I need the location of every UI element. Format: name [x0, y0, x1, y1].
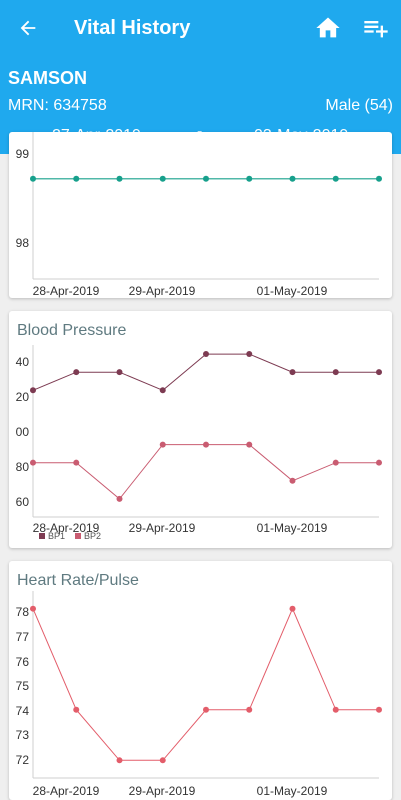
- data-point[interactable]: [30, 175, 36, 182]
- x-tick-label: 29-Apr-2019: [129, 521, 196, 535]
- patient-mrn: MRN: 634758: [8, 97, 107, 114]
- data-point[interactable]: [376, 706, 382, 713]
- data-point[interactable]: [289, 369, 296, 376]
- series-line: [33, 444, 379, 500]
- y-tick-label: 20: [16, 390, 30, 404]
- data-point[interactable]: [73, 459, 80, 466]
- data-point[interactable]: [332, 706, 339, 713]
- data-point[interactable]: [203, 441, 209, 448]
- data-point[interactable]: [159, 175, 166, 182]
- temperature-card: 99 98 28-Apr-2019 29-Apr-2019 01-May-2019: [9, 132, 392, 298]
- data-point[interactable]: [159, 387, 166, 394]
- y-tick-label: 77: [16, 630, 30, 644]
- data-point[interactable]: [116, 495, 123, 502]
- home-button[interactable]: [312, 12, 344, 44]
- y-tick-label: 78: [16, 605, 30, 619]
- data-point[interactable]: [332, 369, 339, 376]
- blood-pressure-title: Blood Pressure: [17, 322, 127, 339]
- data-point[interactable]: [73, 706, 80, 713]
- data-point[interactable]: [30, 459, 36, 466]
- patient-name: SAMSON: [8, 68, 88, 88]
- add-list-button[interactable]: [360, 12, 392, 44]
- data-point[interactable]: [116, 369, 123, 376]
- data-point[interactable]: [332, 175, 339, 182]
- blood-pressure-card: Blood Pressure 40 20 00 80 60 28-Apr-2019 29-A…: [9, 311, 392, 548]
- data-point[interactable]: [376, 175, 382, 182]
- x-tick-label: 28-Apr-2019: [33, 521, 100, 535]
- data-point[interactable]: [289, 477, 296, 484]
- x-tick-label: 29-Apr-2019: [129, 784, 196, 798]
- data-point[interactable]: [246, 441, 253, 448]
- x-tick-label: 29-Apr-2019: [129, 284, 196, 298]
- patient-gender-age: Male (54): [325, 97, 393, 114]
- data-point[interactable]: [376, 369, 382, 376]
- y-tick-label: 60: [16, 495, 30, 509]
- data-point[interactable]: [116, 757, 123, 764]
- app-bar: Vital History: [0, 0, 401, 56]
- legend-label: BP2: [84, 531, 101, 541]
- data-point[interactable]: [30, 387, 36, 394]
- data-point[interactable]: [116, 175, 123, 182]
- data-point[interactable]: [203, 351, 209, 358]
- y-tick-label: 00: [16, 425, 30, 439]
- data-point[interactable]: [159, 441, 166, 448]
- temperature-chart: 99 98 28-Apr-2019 29-Apr-2019 01-May-2019: [16, 132, 382, 298]
- y-tick-label: 75: [16, 679, 30, 693]
- data-point[interactable]: [73, 175, 80, 182]
- legend-label: BP1: [48, 531, 65, 541]
- legend-swatch: [75, 533, 81, 539]
- x-tick-label: 28-Apr-2019: [33, 284, 100, 298]
- data-point[interactable]: [246, 175, 253, 182]
- x-tick-label: 28-Apr-2019: [33, 784, 100, 798]
- series-line: [32, 353, 379, 391]
- y-tick-label: 74: [16, 704, 30, 718]
- data-point[interactable]: [246, 351, 253, 358]
- data-point[interactable]: [203, 706, 209, 713]
- date-separator: -: [197, 122, 202, 142]
- y-tick-label: 80: [16, 460, 30, 474]
- data-point[interactable]: [289, 175, 296, 182]
- y-tick-label: 72: [16, 753, 30, 767]
- data-point[interactable]: [203, 175, 209, 182]
- x-tick-label: 01-May-2019: [257, 784, 328, 798]
- x-tick-label: 01-May-2019: [257, 521, 328, 535]
- y-tick-label: 99: [16, 147, 30, 161]
- arrow-left-icon: [20, 20, 36, 36]
- data-point[interactable]: [332, 459, 339, 466]
- data-point[interactable]: [246, 706, 253, 713]
- data-point[interactable]: [159, 757, 166, 764]
- back-button[interactable]: [12, 12, 44, 44]
- data-point[interactable]: [30, 605, 36, 612]
- y-tick-label: 98: [16, 236, 30, 250]
- y-tick-label: 73: [16, 728, 30, 742]
- y-tick-label: 40: [16, 355, 30, 369]
- playlist-add-icon: [364, 21, 388, 38]
- data-point[interactable]: [73, 369, 80, 376]
- home-icon: [316, 17, 340, 38]
- legend-swatch: [39, 533, 45, 539]
- data-point[interactable]: [376, 459, 382, 466]
- y-tick-label: 76: [16, 655, 30, 669]
- series-line: [32, 607, 379, 761]
- x-tick-label: 01-May-2019: [257, 284, 328, 298]
- heart-rate-chart: 78 77 76 75 74 73 72 28-Apr-2019 29-Apr-2019 01-M…: [16, 591, 382, 798]
- heart-rate-title: Heart Rate/Pulse: [17, 572, 139, 589]
- page-title: Vital History: [74, 17, 191, 39]
- data-point[interactable]: [289, 605, 296, 612]
- heart-rate-card: Heart Rate/Pulse 78 77 76 75 74 73 72 28-Apr-20…: [9, 561, 392, 800]
